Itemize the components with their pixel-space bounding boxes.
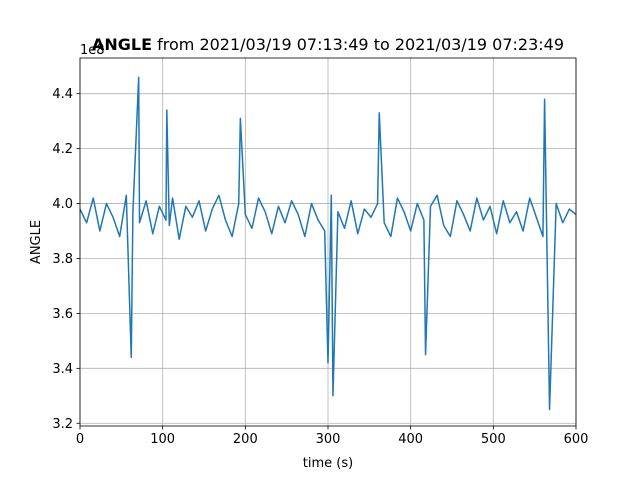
x-tick-label: 600 <box>564 432 589 447</box>
x-axis-label: time (s) <box>303 456 353 471</box>
x-axis-ticks: 0 100 200 300 400 500 600 <box>76 426 589 447</box>
y-offset-label: 1e8 <box>80 43 105 58</box>
y-tick-label: 4.4 <box>52 87 73 102</box>
x-tick-label: 300 <box>316 432 341 447</box>
y-tick-label: 3.2 <box>52 417 73 432</box>
y-tick-label: 3.6 <box>52 307 73 322</box>
chart-title-rest: from 2021/03/19 07:13:49 to 2021/03/19 0… <box>152 35 564 54</box>
y-axis-ticks: 3.2 3.4 3.6 3.8 4.0 4.2 4.4 <box>52 87 80 432</box>
y-tick-label: 4.2 <box>52 142 73 157</box>
y-axis-label: ANGLE <box>29 220 44 264</box>
y-tick-label: 3.4 <box>52 362 73 377</box>
x-tick-label: 200 <box>233 432 258 447</box>
chart-title: ANGLE from 2021/03/19 07:13:49 to 2021/0… <box>92 35 564 54</box>
x-tick-label: 0 <box>76 432 84 447</box>
grid-lines <box>79 58 577 426</box>
chart-title-bold: ANGLE <box>92 35 152 54</box>
x-tick-label: 400 <box>398 432 423 447</box>
series-line <box>79 76 577 411</box>
x-tick-label: 100 <box>150 432 175 447</box>
y-tick-label: 3.8 <box>52 252 73 267</box>
x-tick-label: 500 <box>481 432 506 447</box>
y-tick-label: 4.0 <box>52 197 73 212</box>
plot-area <box>79 76 577 411</box>
